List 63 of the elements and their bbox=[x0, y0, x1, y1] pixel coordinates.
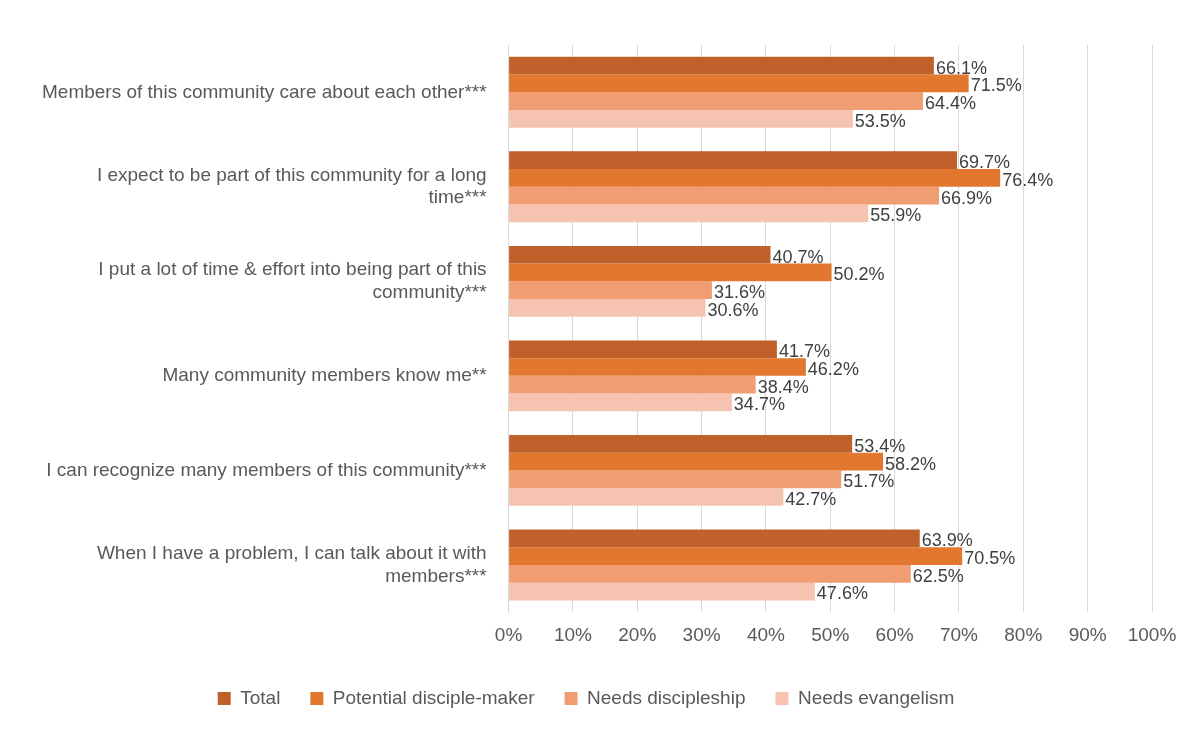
bar bbox=[509, 56, 934, 75]
bar bbox=[509, 452, 884, 471]
data-label: 62.5% bbox=[912, 565, 964, 586]
y-tick-label: When I have a problem, I can talk about it with members*** bbox=[96, 541, 488, 586]
bar bbox=[509, 186, 940, 205]
data-label: 53.5% bbox=[854, 110, 906, 131]
bar bbox=[509, 340, 777, 359]
bar bbox=[509, 299, 706, 317]
x-tick-label: 30% bbox=[682, 623, 721, 645]
x-tick-label: 70% bbox=[939, 623, 979, 645]
bar bbox=[509, 109, 853, 128]
y-tick-label: Many community members know me** bbox=[162, 364, 488, 386]
bar bbox=[509, 470, 842, 489]
x-tick-label: 40% bbox=[746, 623, 786, 645]
bar bbox=[509, 92, 923, 110]
bar bbox=[509, 281, 712, 300]
bar bbox=[509, 564, 911, 583]
bar bbox=[509, 582, 815, 601]
data-label: 50.2% bbox=[833, 264, 885, 285]
data-label: 66.9% bbox=[941, 187, 993, 208]
x-tick-label: 100% bbox=[1127, 623, 1177, 645]
x-tick-label: 10% bbox=[553, 623, 593, 645]
data-label: 53.4% bbox=[854, 435, 906, 456]
data-label: 63.9% bbox=[921, 530, 973, 551]
x-tick-label: 60% bbox=[875, 623, 914, 645]
legend-label: Needs discipleship bbox=[587, 686, 746, 708]
bar bbox=[509, 529, 920, 548]
data-label: 71.5% bbox=[970, 75, 1022, 96]
data-label: 40.7% bbox=[772, 246, 824, 267]
y-tick-label: I can recognize many members of this community*** bbox=[46, 458, 488, 480]
bar bbox=[509, 263, 832, 282]
data-label: 64.4% bbox=[924, 93, 976, 114]
x-tick-label: 0% bbox=[494, 623, 523, 645]
x-tick-label: 80% bbox=[1004, 623, 1043, 645]
x-tick-label: 90% bbox=[1068, 623, 1107, 645]
bar bbox=[509, 169, 1001, 187]
y-tick-label: I expect to be part of this community for a long time*** bbox=[96, 163, 488, 208]
data-label: 47.6% bbox=[816, 583, 868, 604]
x-tick-label: 20% bbox=[618, 623, 657, 645]
bar bbox=[509, 434, 853, 453]
bar bbox=[509, 151, 958, 170]
data-label: 70.5% bbox=[964, 548, 1016, 569]
data-label: 66.1% bbox=[935, 57, 987, 78]
data-label: 42.7% bbox=[785, 488, 837, 509]
data-label: 38.4% bbox=[757, 376, 809, 397]
bar bbox=[509, 375, 756, 394]
bar bbox=[509, 393, 732, 412]
bar bbox=[509, 358, 806, 376]
bar bbox=[509, 74, 969, 93]
data-label: 51.7% bbox=[843, 471, 895, 492]
data-label: 34.7% bbox=[733, 394, 785, 415]
data-label: 58.2% bbox=[885, 453, 937, 474]
bar bbox=[509, 245, 771, 264]
bar bbox=[509, 488, 784, 506]
y-tick-label: I put a lot of time & effort into being part of this community*** bbox=[98, 258, 488, 302]
y-tick-label: Members of this community care about each other*** bbox=[41, 80, 488, 102]
x-tick-label: 50% bbox=[811, 623, 850, 645]
legend-label: Total bbox=[240, 686, 281, 708]
legend-label: Needs evangelism bbox=[797, 686, 955, 708]
bar bbox=[509, 547, 963, 565]
data-label: 55.9% bbox=[870, 205, 922, 226]
legend-label: Potential disciple-maker bbox=[332, 686, 536, 708]
bar bbox=[509, 204, 869, 223]
